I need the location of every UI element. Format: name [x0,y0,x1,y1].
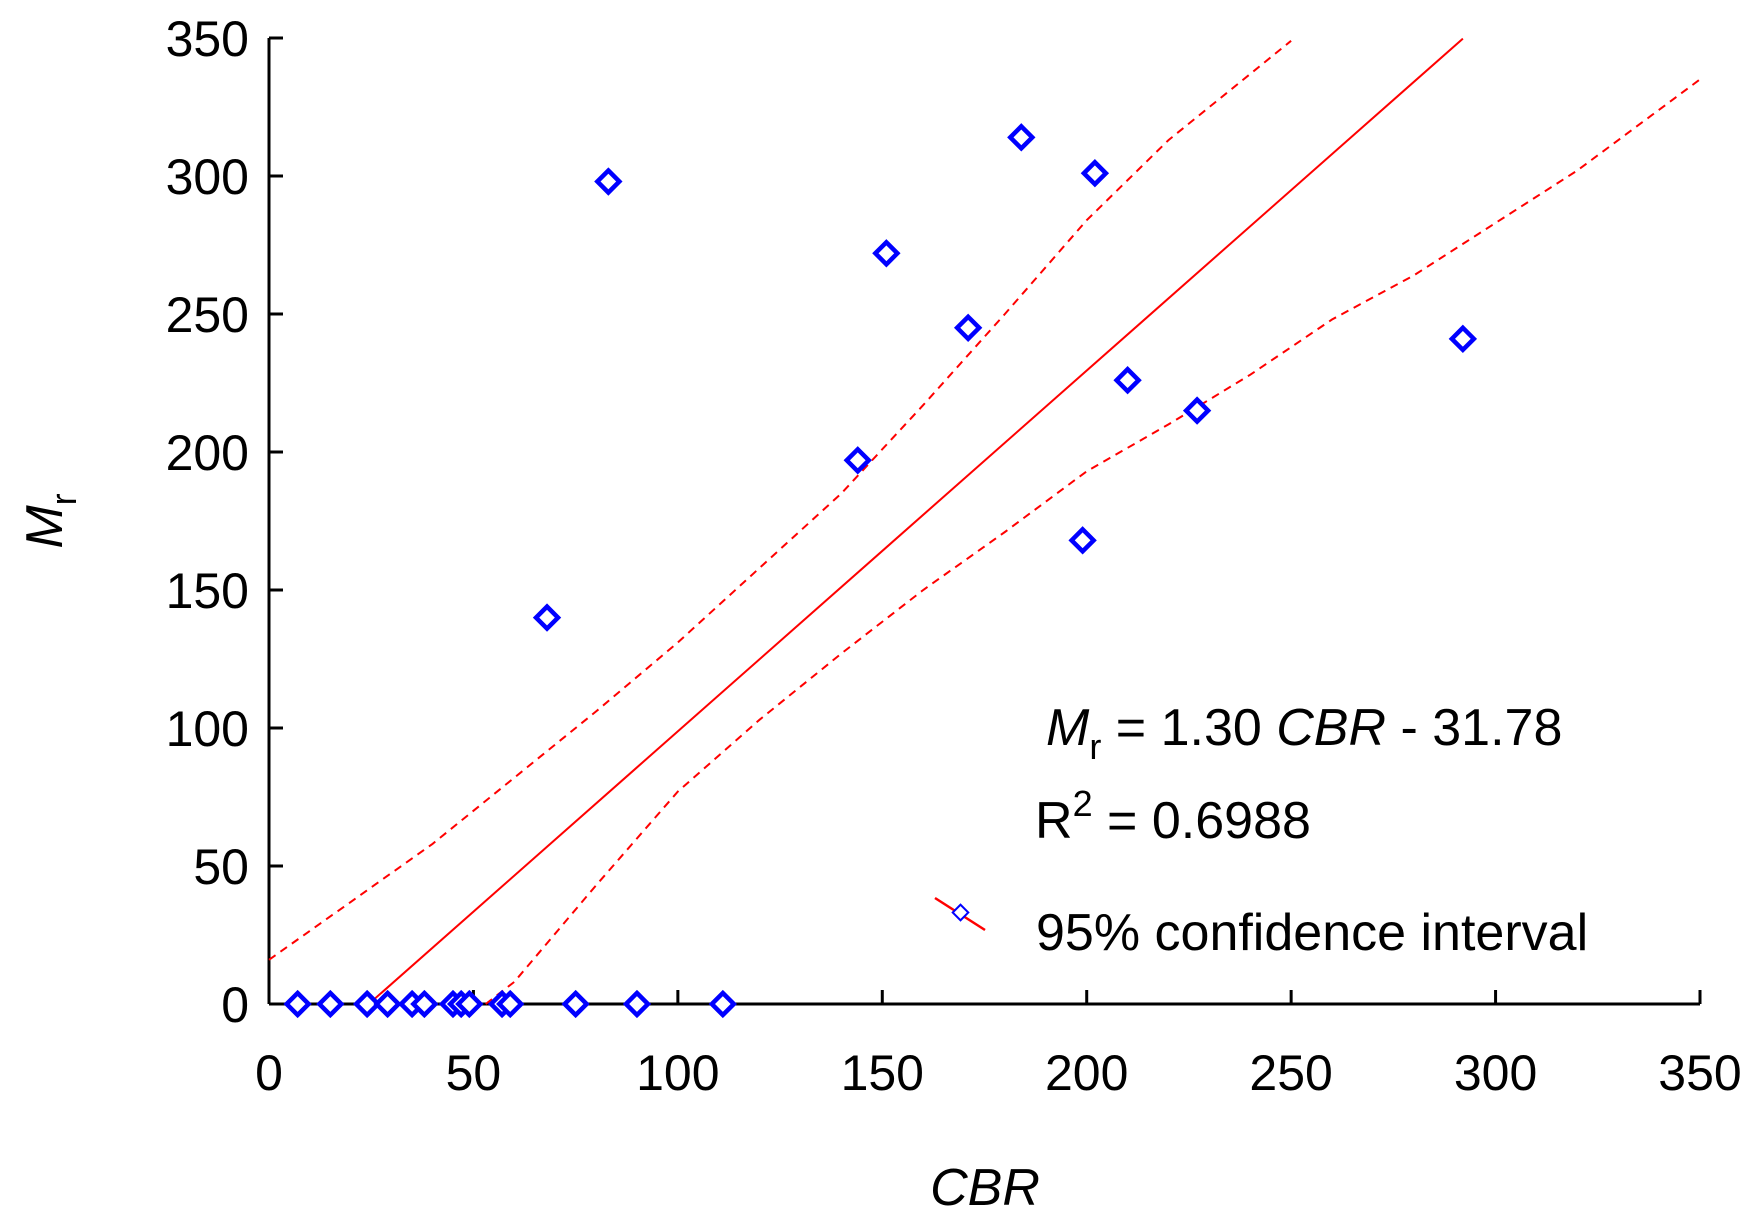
y-tick-label-0: 0 [221,977,249,1033]
x-tick-label-6: 300 [1454,1045,1537,1101]
y-tick-label-7: 350 [166,11,249,67]
data-point-20 [1068,526,1097,555]
data-point-10 [496,989,525,1019]
data-point-22 [1113,366,1142,395]
y-tick-label-1: 50 [193,839,249,895]
r-squared: R2 = 0.6988 [1035,783,1311,850]
x-ticks: 0 50 100 150 200 250 300 350 [255,990,1742,1101]
data-point-24 [1448,324,1478,354]
data-point-17 [872,239,901,268]
data-point-8 [455,989,484,1019]
x-tick-label-5: 250 [1249,1045,1332,1101]
y-ticks: 0 50 100 150 200 250 300 350 [166,11,283,1033]
data-point-3 [373,989,402,1019]
series-line-1 [368,37,1464,1005]
data-point-12 [622,989,652,1019]
series-line-3 [485,78,1701,1005]
svg-text:Mr: Mr [16,493,84,548]
axes [267,38,1700,1006]
data-point-18 [953,313,983,342]
x-axis-title: CBR [930,1159,1040,1217]
data-point-5 [410,989,439,1019]
legend-label: 95% confidence interval [1036,904,1588,962]
data-point-23 [1182,396,1212,425]
x-tick-label-0: 0 [255,1045,283,1101]
x-tick-label-3: 150 [841,1045,924,1101]
data-point-15 [594,167,623,196]
data-point-16 [843,446,872,475]
regression-equation: Mr = 1.30 CBR - 31.78 [1046,699,1562,767]
data-point-1 [316,989,345,1019]
legend-marker-swatch [951,903,970,922]
x-tick-label-7: 350 [1658,1045,1741,1101]
series-line-2 [268,40,1292,961]
data-point-2 [352,989,382,1019]
y-axis-title-main: M [16,505,74,549]
data-point-13 [708,989,738,1019]
y-tick-label-6: 300 [166,149,249,205]
y-axis-title-sub: r [43,493,84,505]
y-tick-label-5: 250 [166,287,249,343]
x-tick-label-1: 50 [446,1045,502,1101]
x-tick-label-2: 100 [636,1045,719,1101]
y-tick-label-2: 100 [166,701,249,757]
data-point-0 [283,989,312,1019]
y-tick-label-4: 200 [166,425,249,481]
fit-lines [268,37,1701,1005]
data-points [283,123,1478,1019]
y-axis-title: Mr [16,493,84,548]
data-point-11 [561,989,590,1019]
data-point-19 [1007,123,1036,152]
y-tick-label-3: 150 [166,563,249,619]
data-point-14 [532,603,562,632]
data-point-21 [1080,159,1110,188]
x-tick-label-4: 200 [1045,1045,1128,1101]
legend: 95% confidence interval [934,896,1588,962]
